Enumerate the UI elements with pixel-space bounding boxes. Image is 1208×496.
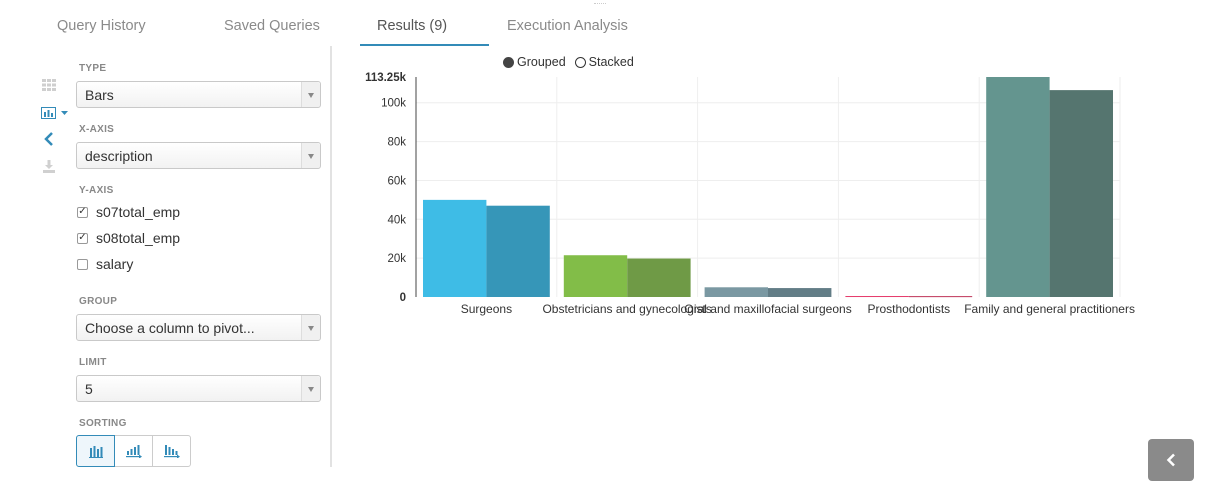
select-arrow-box [301,82,320,107]
resize-grip[interactable] [594,0,606,4]
yaxis-option[interactable]: ✓ s08total_emp [77,229,180,247]
stacked-radio[interactable] [574,56,586,68]
y-max-label: 113.25k [365,72,407,84]
yaxis-label: Y-AXIS [79,185,114,196]
checkbox-s08total-emp[interactable]: ✓ [77,232,88,244]
limit-select[interactable]: 5 [76,375,321,402]
chart-mode-toggle: Grouped Stacked [503,55,643,69]
x-tick-label: Oral and maxillofacial surgeons [684,302,851,316]
chart-bar [423,199,487,297]
chevron-down-icon [308,93,314,98]
download-icon[interactable] [41,158,57,174]
yaxis-option[interactable]: ✓ s07total_emp [77,203,180,221]
y-tick-label: 20k [387,253,406,265]
xaxis-select-value: description [85,148,153,164]
y-tick-label: 40k [387,214,406,226]
limit-select-value: 5 [85,381,93,397]
yaxis-option-label: s07total_emp [96,204,181,220]
chart-bar [563,255,628,297]
sort-none-icon [88,446,103,458]
chart-bar [627,258,691,297]
chart-bar [486,205,550,297]
tab-query-history[interactable]: Query History [57,18,146,34]
chart-bar [845,296,909,298]
select-arrow-box [301,143,320,168]
bar-chart: 0 20k 40k 60k 80k 100k 113.25k Surgeons Obstetri… [365,72,1135,316]
sort-descending-icon [163,445,180,458]
tab-execution-analysis[interactable]: Execution Analysis [507,18,628,34]
chart-bar [986,77,1050,297]
x-tick-label: Surgeons [461,302,512,316]
x-tick-label: Family and general practitioners [964,302,1135,316]
xaxis-label: X-AXIS [79,124,115,135]
chevron-left-icon [1166,453,1175,467]
y-tick-label: 60k [387,175,406,187]
grouped-label: Grouped [517,55,566,69]
xaxis-select[interactable]: description [76,142,321,169]
x-tick-label: Prosthodontists [867,302,950,316]
y-tick-label: 100k [381,98,406,110]
sort-ascending-button[interactable] [114,435,153,467]
sorting-label: SORTING [79,418,127,429]
chart-bar [704,287,768,297]
collapse-button[interactable] [1148,439,1194,481]
yaxis-option-label: salary [96,256,134,272]
checkbox-salary[interactable] [77,258,88,270]
chart-bar [768,288,832,297]
checkbox-s07total-emp[interactable]: ✓ [77,206,88,218]
grid-icon[interactable] [41,77,57,93]
panel-divider[interactable] [330,46,332,467]
sort-none-button[interactable] [76,435,115,467]
y-tick-label: 0 [400,292,406,304]
tab-bar: Query History Saved Queries Results (9) … [0,0,1208,48]
type-label: TYPE [79,63,107,74]
chart-bar [1049,90,1113,297]
grouped-option[interactable]: Grouped [503,55,566,69]
type-select[interactable]: Bars [76,81,321,108]
sort-descending-button[interactable] [152,435,191,467]
stacked-option[interactable]: Stacked [574,55,634,69]
y-tick-label: 80k [387,137,406,149]
yaxis-option[interactable]: salary [77,255,133,273]
group-select[interactable]: Choose a column to pivot... [76,314,321,341]
tab-results[interactable]: Results (9) [377,18,448,34]
chevron-down-icon [308,154,314,159]
chart-bar [908,296,973,298]
stacked-label: Stacked [588,55,634,69]
grouped-radio[interactable] [503,56,514,68]
bar-chart-icon[interactable] [41,105,71,121]
limit-label: LIMIT [79,357,107,368]
tab-saved-queries[interactable]: Saved Queries [224,18,320,34]
select-arrow-box [301,376,320,401]
chevron-down-icon [308,326,314,331]
select-arrow-box [301,315,320,340]
type-select-value: Bars [85,87,114,103]
sort-ascending-icon [125,445,142,458]
sorting-button-group [76,435,191,467]
group-select-placeholder: Choose a column to pivot... [85,320,255,336]
chevron-left-icon[interactable] [41,131,57,147]
yaxis-option-label: s08total_emp [96,230,181,246]
group-label: GROUP [79,296,118,307]
chevron-down-icon [308,387,314,392]
x-tick-label: Obstetricians and gynecologists [542,302,711,316]
active-tab-indicator [360,44,489,46]
